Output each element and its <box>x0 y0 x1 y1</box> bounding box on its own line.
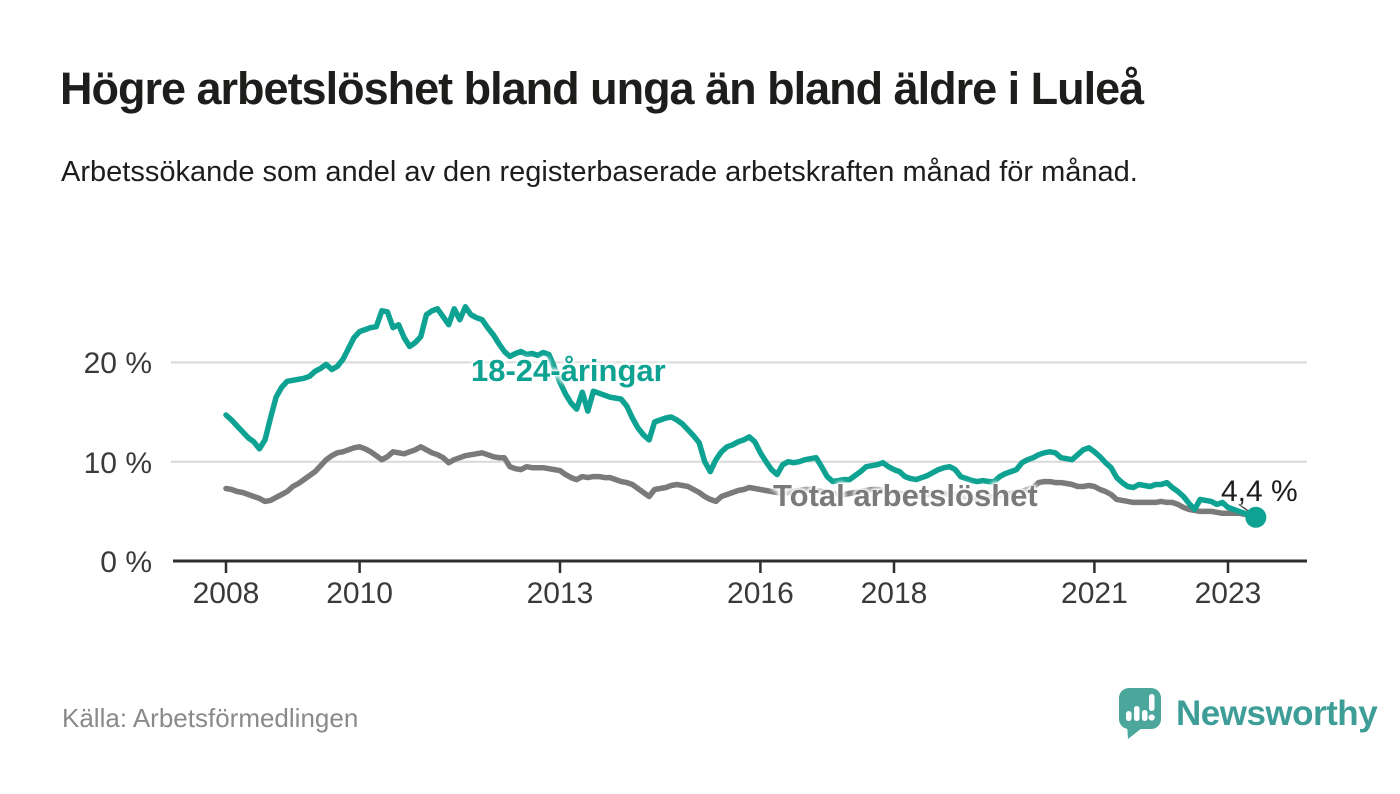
chart-subtitle: Arbetssökande som andel av den registerb… <box>61 156 1138 188</box>
x-tick-label: 2016 <box>727 577 794 610</box>
data-series-lines <box>223 304 1259 521</box>
series-label-youth: 18-24-åringar <box>471 353 666 388</box>
series-line-total <box>223 444 1259 519</box>
series-line-youth <box>223 304 1259 521</box>
y-tick-label: 10 % <box>83 446 152 480</box>
y-tick-label: 20 % <box>83 347 152 381</box>
x-tick-label: 2010 <box>326 577 393 610</box>
latest-value-annotation: 4,4 % <box>1221 475 1298 508</box>
y-tick-label: 0 % <box>100 546 152 579</box>
brand-logo: Newsworthy <box>1117 684 1378 744</box>
source-note: Källa: Arbetsförmedlingen <box>62 703 359 733</box>
newsworthy-bubble-icon <box>1119 688 1161 739</box>
brand-name: Newsworthy <box>1176 694 1378 733</box>
x-tick-label: 2021 <box>1061 577 1128 610</box>
series-label-total: Total arbetslöshet <box>773 478 1038 513</box>
x-tick-label: 2013 <box>526 577 594 610</box>
x-tick-label: 2008 <box>192 577 260 610</box>
latest-value-dot <box>1245 506 1267 528</box>
gridlines <box>171 361 1307 463</box>
x-axis <box>173 559 1307 573</box>
page-title: Högre arbetslöshet bland unga än bland ä… <box>60 63 1144 114</box>
x-tick-label: 2018 <box>860 577 928 610</box>
x-tick-label: 2023 <box>1194 577 1262 610</box>
